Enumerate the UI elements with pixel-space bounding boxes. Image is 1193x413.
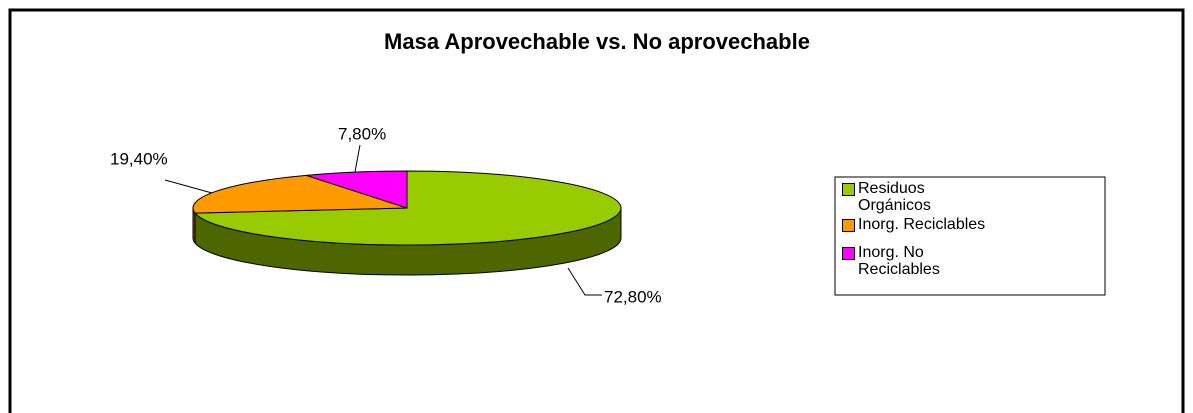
legend-swatch xyxy=(842,183,855,196)
leader-line xyxy=(354,144,361,173)
legend-swatch xyxy=(842,247,855,260)
legend-label: Inorg. No Reciclables xyxy=(858,244,940,278)
slice-top xyxy=(306,170,408,209)
legend: Residuos Orgánicos Inorg. Reciclables Inor… xyxy=(842,180,1022,278)
legend-item: Inorg. Reciclables xyxy=(842,216,1102,233)
legend-box xyxy=(834,176,1106,296)
slice-top xyxy=(194,170,622,246)
slice xyxy=(194,170,622,276)
leader-line xyxy=(567,267,602,296)
legend-swatch xyxy=(842,219,855,232)
slice xyxy=(192,174,408,245)
leader-line xyxy=(164,179,213,194)
legend-item: Residuos Orgánicos xyxy=(842,180,1022,214)
data-label: 7,80% xyxy=(338,124,386,143)
legend-item: Inorg. No Reciclables xyxy=(842,244,1022,278)
data-label: 72,80% xyxy=(604,287,662,306)
chart-title: Masa Aprovechable vs. No aprovechable xyxy=(384,29,810,54)
data-label: 19,40% xyxy=(110,149,168,168)
legend-items: Residuos Orgánicos Inorg. Reciclables Inor… xyxy=(842,180,1022,278)
slice-top xyxy=(192,174,408,214)
legend-label: Residuos Orgánicos xyxy=(858,180,931,214)
legend-label: Inorg. Reciclables xyxy=(858,216,986,233)
slice xyxy=(306,170,408,209)
